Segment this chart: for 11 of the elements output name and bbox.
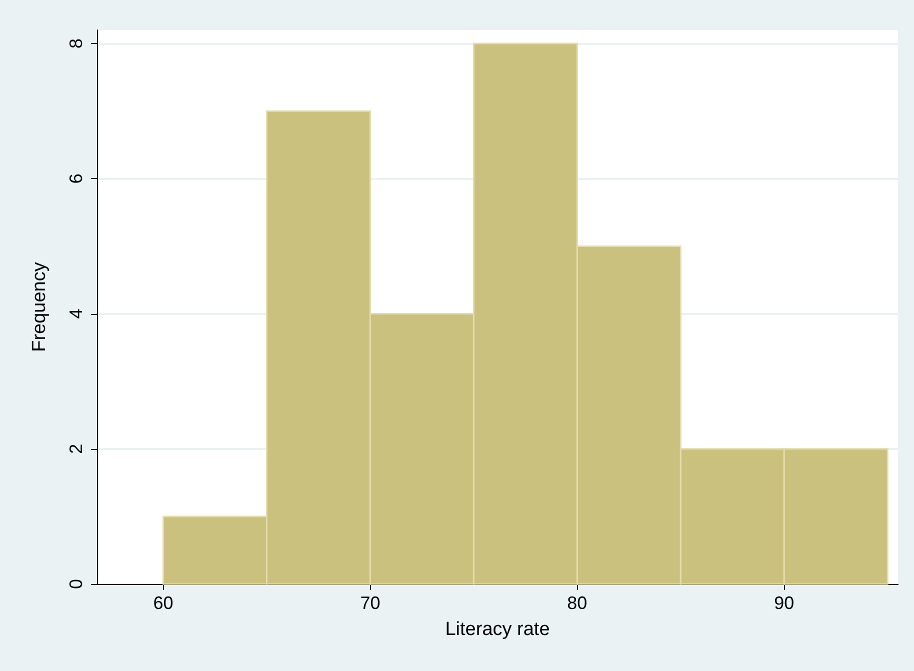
y-tick-label: 0: [66, 578, 86, 590]
y-axis-title: Frequency: [29, 262, 50, 352]
x-tick-label: 80: [567, 593, 588, 613]
x-tick-label: 60: [153, 593, 174, 613]
y-tick-label: 6: [66, 174, 86, 184]
y-tick-label: 4: [66, 308, 86, 319]
x-tick-label: 90: [774, 593, 794, 613]
y-tick-label: 8: [66, 38, 86, 49]
x-axis-title: Literacy rate: [445, 619, 550, 640]
x-tick-label: 70: [360, 593, 380, 613]
y-tick-label: 2: [66, 444, 86, 454]
